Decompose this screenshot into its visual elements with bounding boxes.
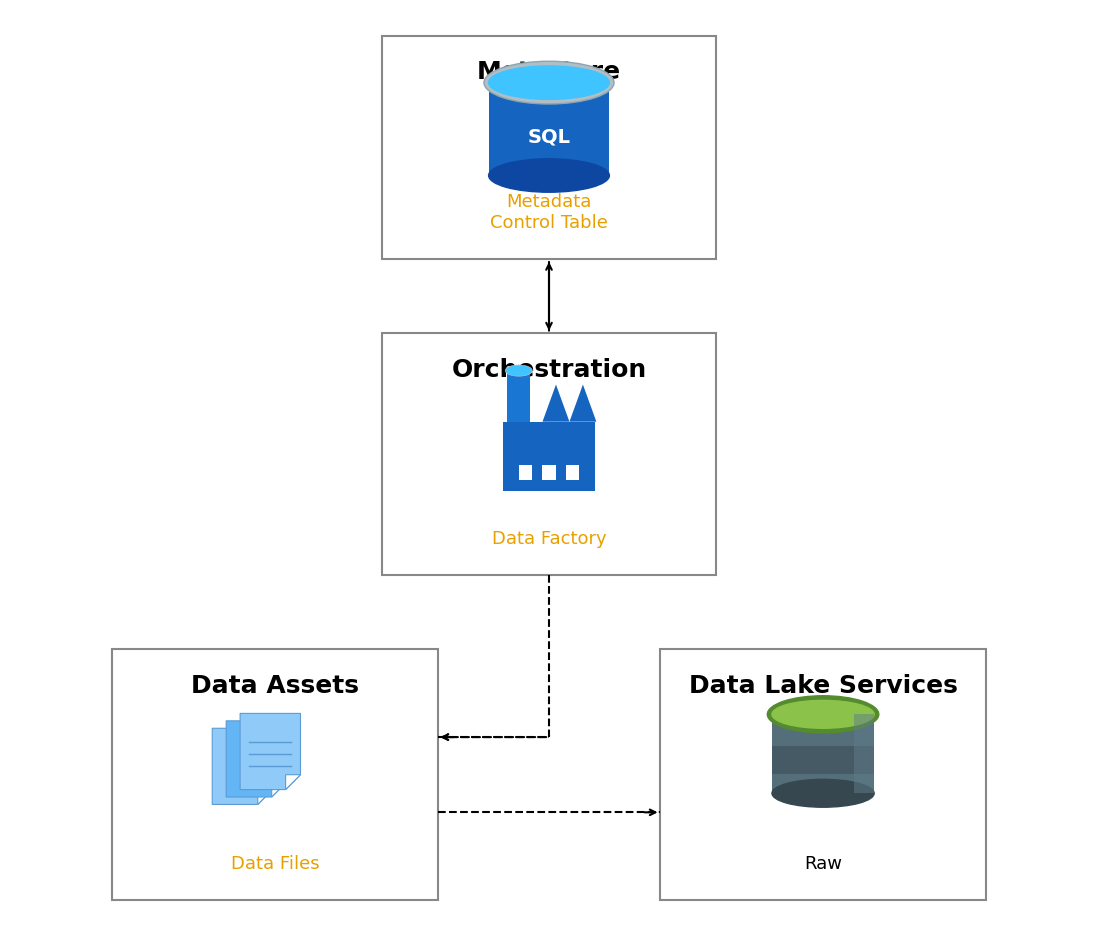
- Polygon shape: [212, 728, 272, 805]
- Text: Data Files: Data Files: [231, 855, 320, 872]
- FancyBboxPatch shape: [661, 650, 986, 900]
- FancyBboxPatch shape: [519, 466, 533, 481]
- Text: Raw: Raw: [804, 855, 842, 872]
- Text: SQL: SQL: [527, 128, 571, 147]
- Polygon shape: [854, 715, 874, 793]
- Ellipse shape: [772, 780, 874, 807]
- Ellipse shape: [505, 366, 533, 377]
- Polygon shape: [489, 84, 609, 176]
- Polygon shape: [507, 371, 530, 422]
- FancyBboxPatch shape: [565, 466, 579, 481]
- Polygon shape: [772, 715, 874, 793]
- FancyBboxPatch shape: [542, 466, 556, 481]
- Text: Metastore: Metastore: [477, 60, 621, 84]
- Text: Data Assets: Data Assets: [191, 673, 359, 697]
- Polygon shape: [503, 422, 595, 492]
- Text: Metadata
Control Table: Metadata Control Table: [490, 193, 608, 232]
- FancyBboxPatch shape: [112, 650, 437, 900]
- Polygon shape: [542, 385, 570, 422]
- Ellipse shape: [489, 160, 609, 193]
- Ellipse shape: [772, 701, 874, 728]
- Text: Data Lake Services: Data Lake Services: [688, 673, 957, 697]
- Text: Data Factory: Data Factory: [492, 530, 606, 548]
- Polygon shape: [772, 746, 874, 774]
- Polygon shape: [285, 775, 301, 790]
- Ellipse shape: [489, 67, 609, 100]
- Polygon shape: [271, 782, 287, 797]
- Ellipse shape: [484, 62, 614, 105]
- Polygon shape: [226, 721, 287, 797]
- Polygon shape: [258, 790, 272, 805]
- Text: Orchestration: Orchestration: [451, 357, 647, 381]
- Polygon shape: [570, 385, 596, 422]
- FancyBboxPatch shape: [382, 37, 716, 260]
- FancyBboxPatch shape: [382, 334, 716, 575]
- Ellipse shape: [768, 696, 878, 733]
- Polygon shape: [240, 714, 301, 790]
